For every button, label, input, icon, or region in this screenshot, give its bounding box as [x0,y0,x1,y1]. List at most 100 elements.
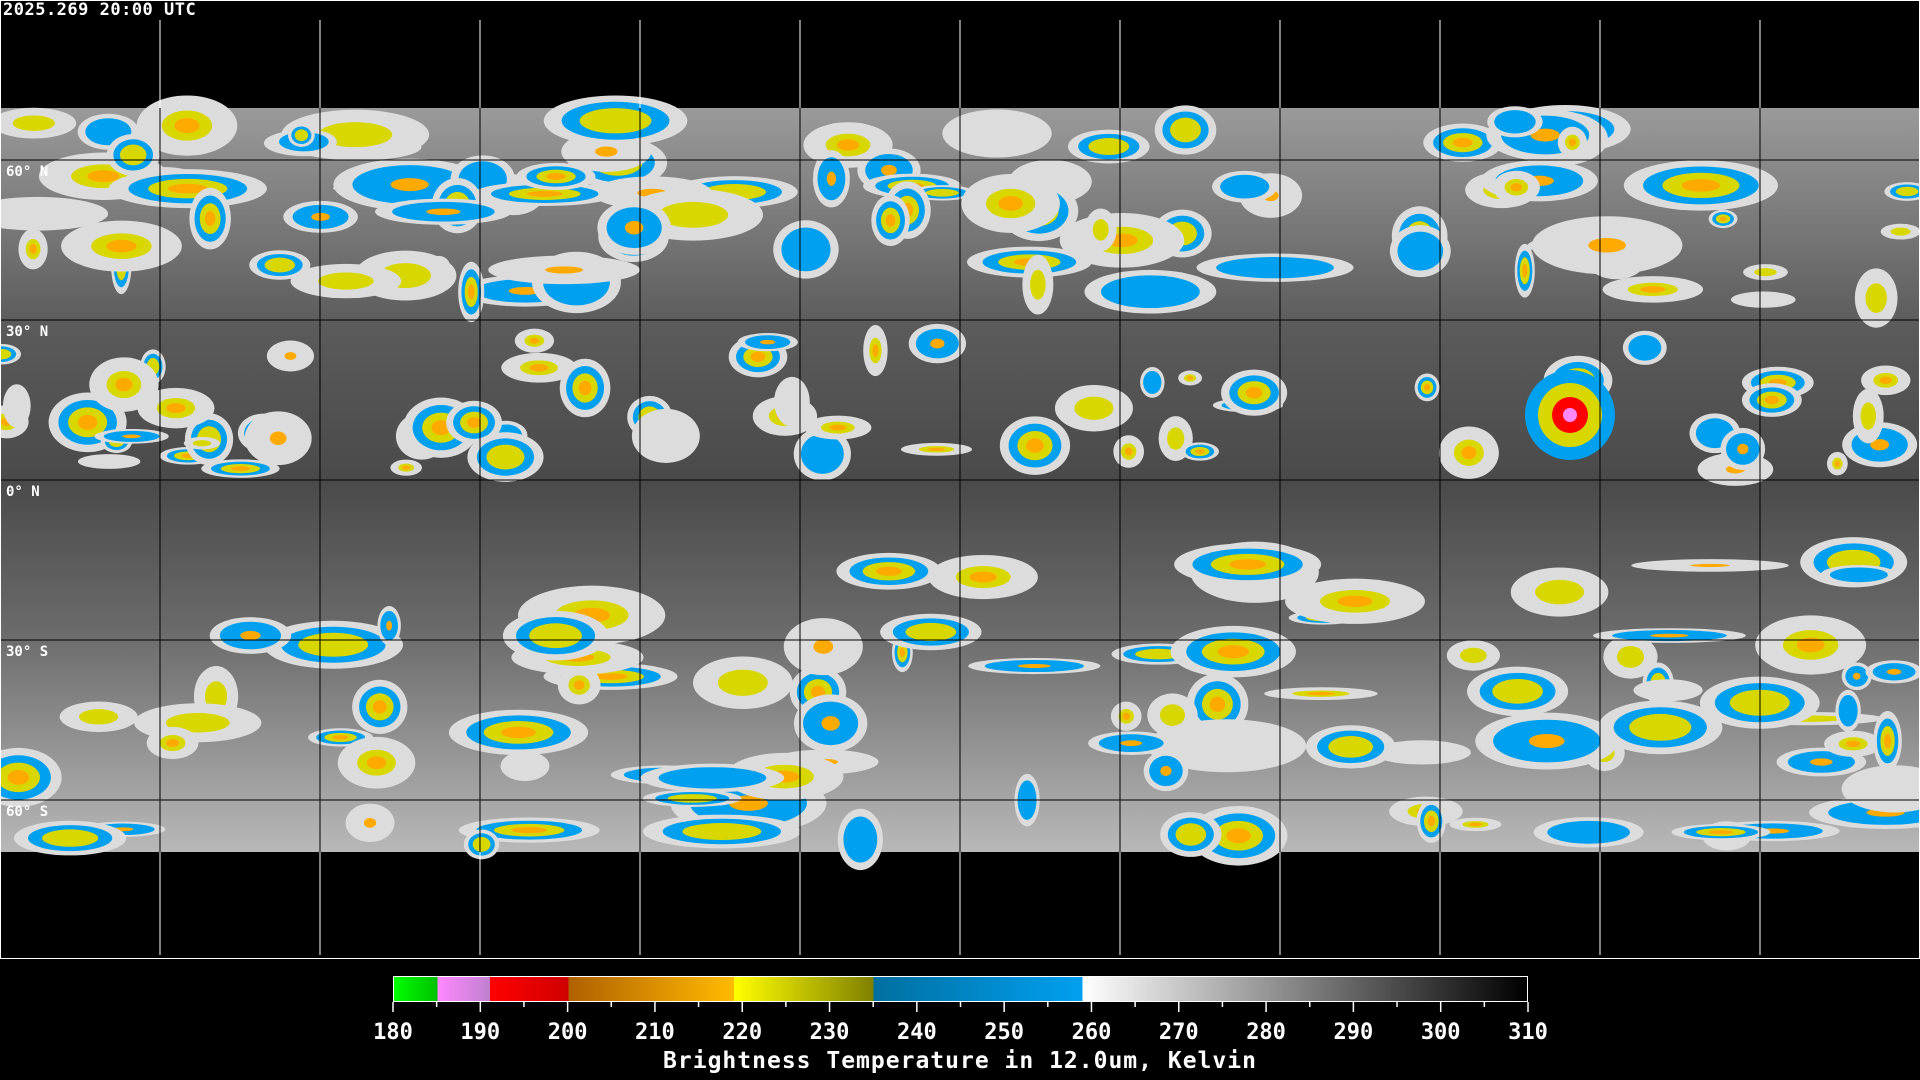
cloud-blob [1547,820,1630,844]
cloud-blob [79,709,119,725]
lat-label-30n: 30° N [6,324,49,340]
cloud-blob [1708,830,1734,835]
cloud-blob [1764,395,1780,405]
cloud-blob [167,183,208,194]
cloud-blob [77,454,141,469]
cloud-blob [318,272,374,290]
cloud-blob [1209,696,1226,712]
cloud-blob [1568,138,1577,147]
cloud-blob [1092,219,1109,241]
cloud-blob [501,726,536,739]
cloud-blob [431,420,451,436]
cloud-blob [774,376,810,427]
cloud-blob [269,431,287,445]
timestamp: 2025.269 20:00 UTC [3,0,197,20]
cloud-blob [1616,645,1645,668]
cloud-blob [595,146,618,157]
cloud-blob [836,139,860,151]
cloud-blob [87,170,120,183]
cloud-blob [294,129,309,142]
cloud-blob [872,344,879,357]
cloud-blob [682,823,762,840]
cloud-blob [1337,595,1373,607]
cloud-blob [1535,579,1584,605]
cloud-blob [1170,117,1201,143]
cloud-blob [1328,736,1374,758]
cloud-blob [1528,733,1565,749]
cloud-blob [298,632,369,657]
lat-label-30s: 30° S [6,644,49,660]
cloud-blob [1160,765,1172,776]
cloud-blob [760,339,776,345]
cloud-blob [545,266,584,274]
cloud-blob [77,414,98,430]
cloud-blob [511,826,547,834]
cloud-blob [781,227,831,272]
cloud-blob [1427,815,1435,827]
colorbar-tick-label: 250 [984,1020,1024,1045]
cloud-blob [800,433,844,474]
cloud-blob [1628,334,1662,361]
cloud-blob [826,171,837,186]
cloud-blob [1629,713,1692,741]
cloud-blob [1860,768,1896,795]
satellite-map [0,0,1920,960]
cloud-blob [1884,733,1892,749]
cloud-blob [1731,291,1796,308]
cloud-blob [875,566,902,576]
cloud-blob [1229,559,1267,570]
lat-label-0n: 0° N [6,484,40,500]
cloud-blob [1633,679,1703,702]
cloud-blob [2,384,31,428]
cloud-blob [1860,402,1876,430]
cloud-blob [472,836,491,852]
colorbar-tick-label: 220 [722,1020,762,1045]
cloud-blob [1895,186,1919,197]
cloud-blob [1865,283,1887,313]
cloud-blob [1135,648,1183,660]
cloud-blob [1100,275,1200,309]
colorbar-ticks: 180 190 200 210 220 230 240 250 260 270 280 290 300 3… [373,1002,1548,1045]
cloud-blob [579,108,652,134]
cloud-blob [885,214,896,227]
cloud-blob [899,647,905,658]
cloud-blob [1852,672,1861,680]
cloud-blob [390,178,429,192]
cloud-blob [821,716,840,731]
cloud-blob [658,767,767,789]
cloud-blob [1890,227,1911,236]
cloud-blob [546,173,566,180]
cloud-blob [284,352,297,360]
cloud-blob [1810,758,1833,766]
cloud-blob [1088,138,1130,155]
cloud-blob [1217,645,1249,659]
cloud-blob [332,735,349,740]
colorbar-tick-label: 280 [1246,1020,1286,1045]
cloud-blob [1737,443,1749,455]
cloud-blob [1074,396,1114,420]
cloud-blob [925,188,959,197]
colorbar-title: Brightness Temperature in 12.0um, Kelvin [663,1048,1257,1074]
cloud-blob [1754,268,1777,277]
cloud-blob [426,208,461,215]
cloud-blob [264,257,296,273]
colorbar-tick-label: 300 [1421,1020,1461,1045]
cloud-blob [1530,128,1560,142]
cloud-blob [529,623,582,649]
cloud-blob [998,196,1023,211]
cloud-blob [1640,286,1666,293]
cloud-blob [204,210,216,227]
cloud-blob [843,816,878,863]
cloud-blob [1681,179,1721,192]
cloud-blob [1886,668,1902,675]
cloud-blob [1845,740,1861,748]
graticule [0,0,1920,959]
cloud-blob [1030,269,1046,300]
cloud-blob [930,338,945,349]
cloud-blob [1460,647,1487,664]
colorbar-tick-label: 290 [1334,1020,1374,1045]
colorbar [393,976,1528,1002]
cloud-blob [106,239,137,253]
cloud-blob [1143,370,1162,394]
cloud-blob [363,818,377,828]
